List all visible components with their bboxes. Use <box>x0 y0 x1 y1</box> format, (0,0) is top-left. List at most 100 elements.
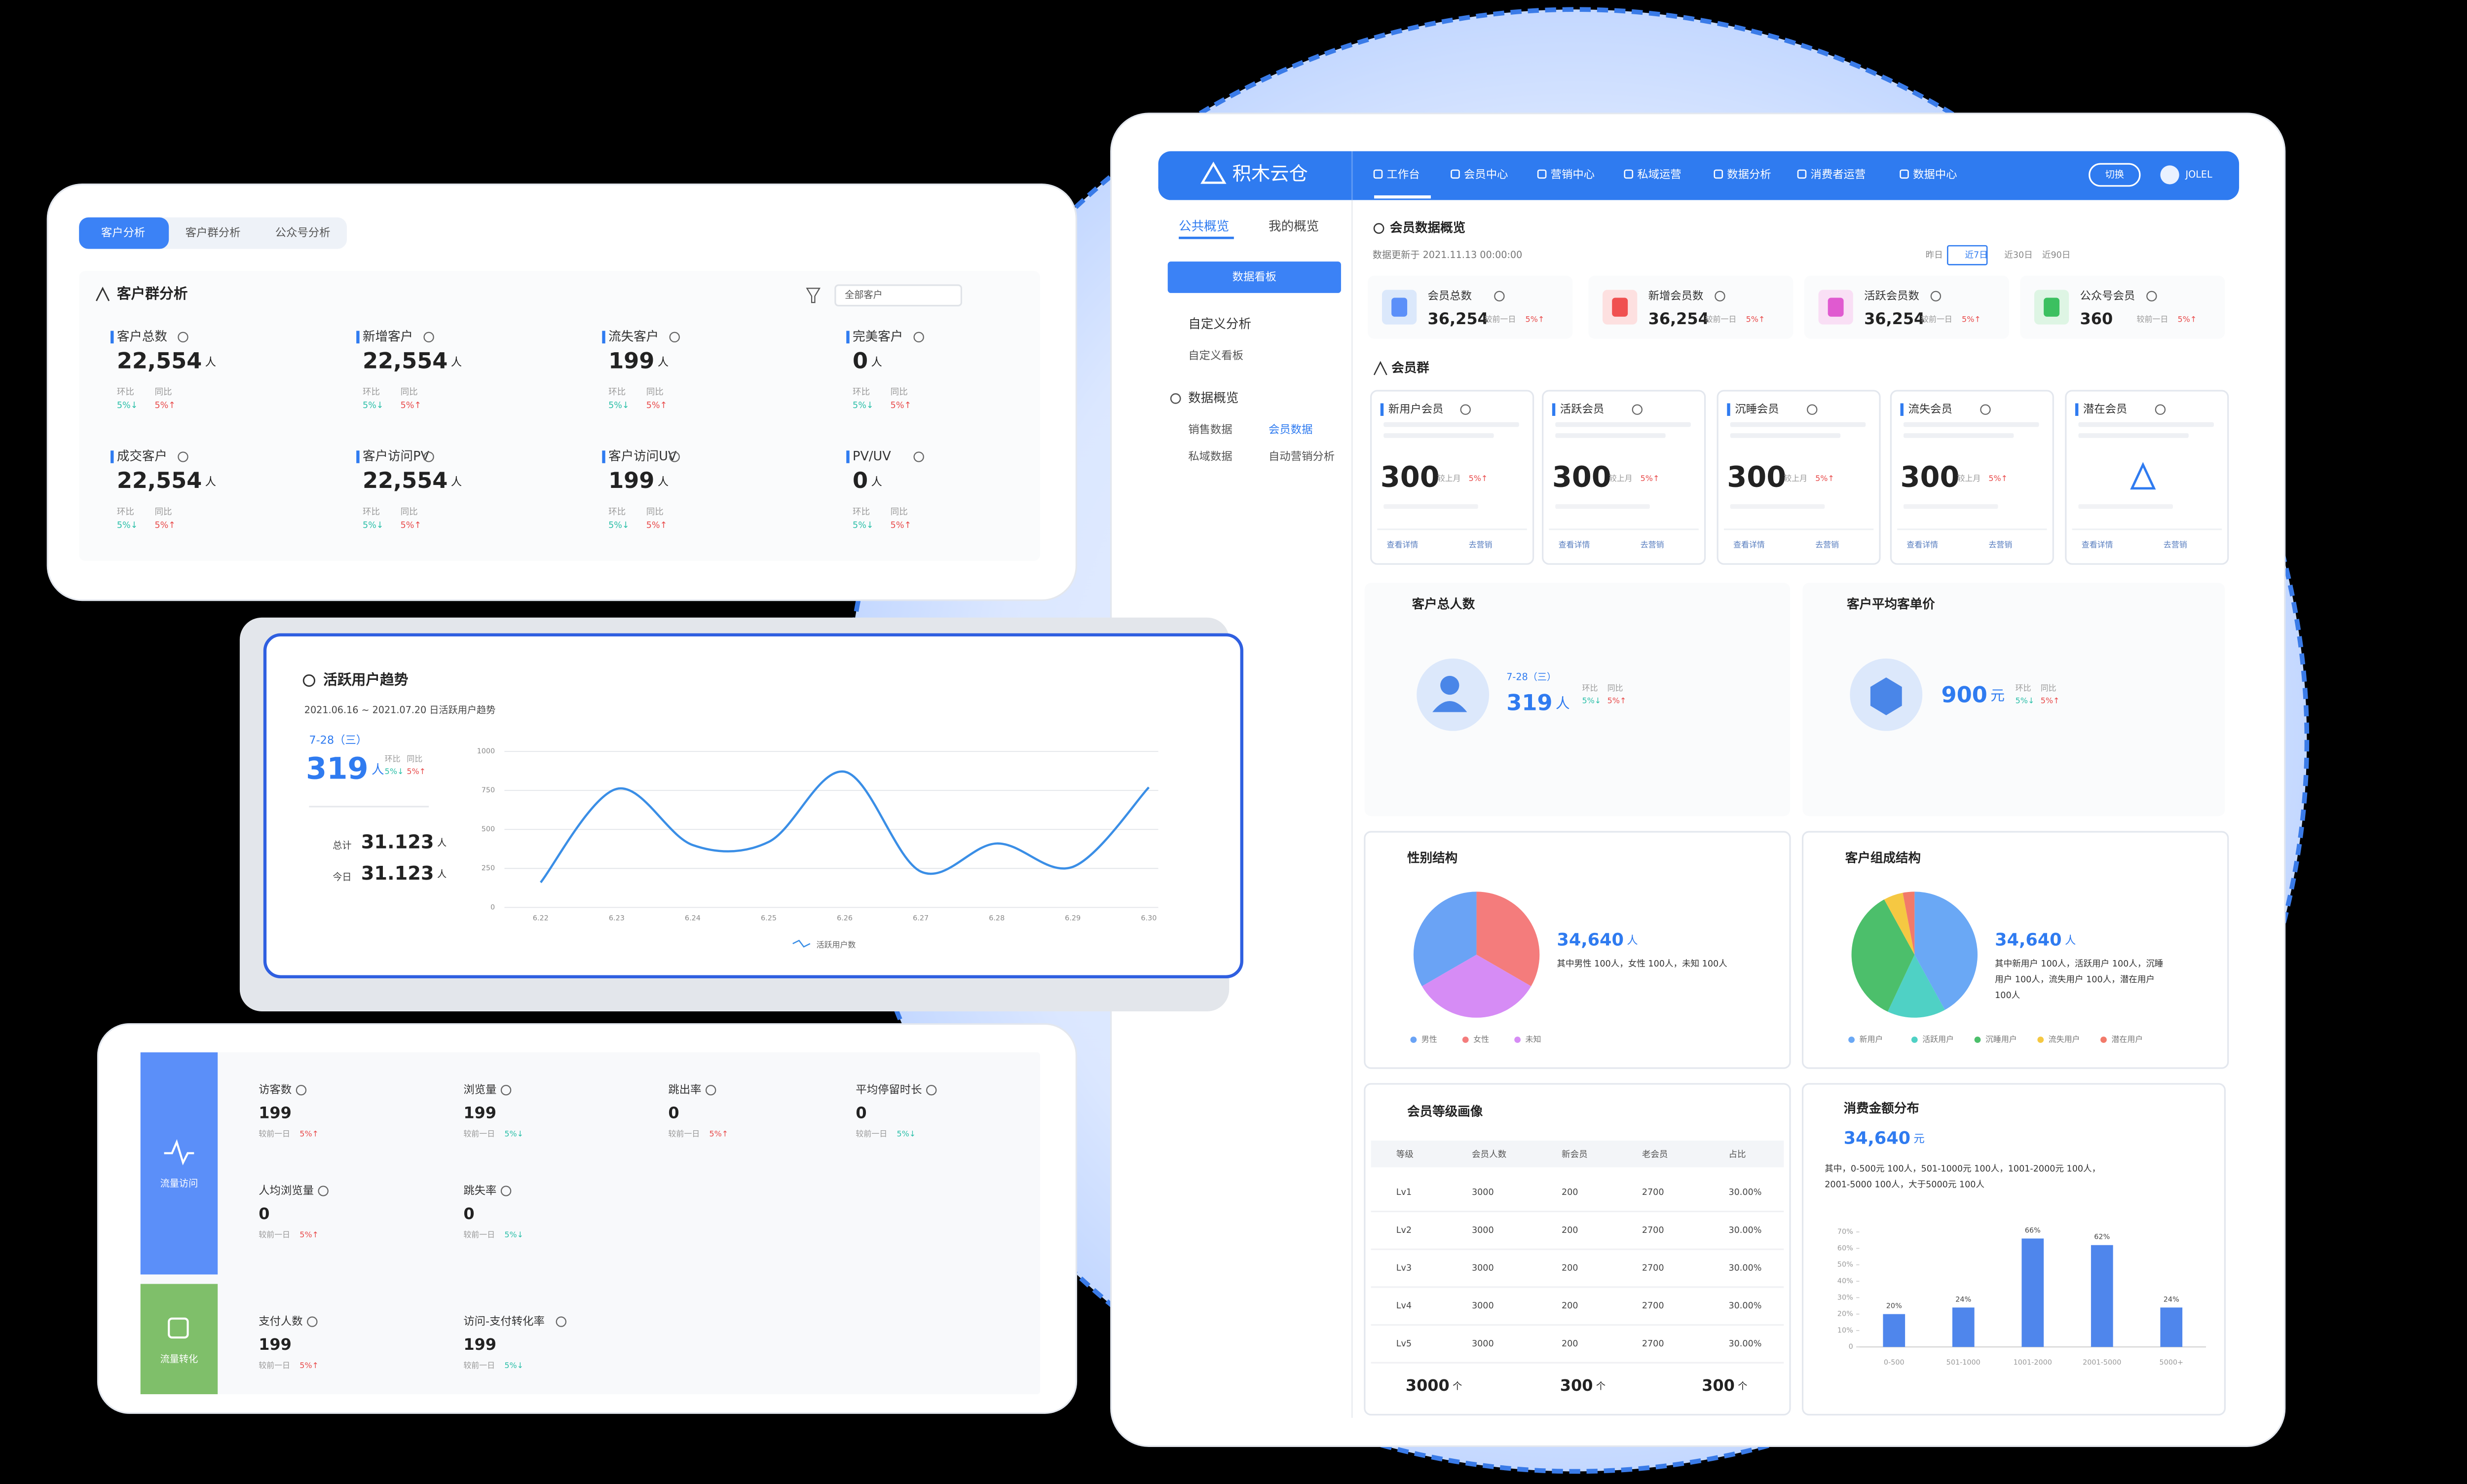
compare-label: 同比 <box>1607 683 1623 693</box>
help-icon <box>556 1316 567 1327</box>
card-link[interactable]: 查看详情 <box>1733 540 1765 549</box>
placeholder-line <box>2078 504 2173 509</box>
tab[interactable]: 客户分析 <box>101 226 145 239</box>
value: 34,640 <box>1557 929 1623 950</box>
table-footer: 300 个 <box>1702 1376 1747 1395</box>
card-link[interactable]: 去营销 <box>1815 540 1839 549</box>
side-section: 数据概览 <box>1188 391 1238 406</box>
compare-label: 同比 <box>891 387 908 397</box>
help-icon <box>178 332 188 343</box>
value: 31.123 <box>361 831 434 853</box>
tab[interactable]: 公众号分析 <box>275 226 331 239</box>
table-cell: 200 <box>1562 1339 1578 1349</box>
change: 5%↓ <box>504 1230 523 1239</box>
card-link[interactable]: 去营销 <box>2164 540 2187 549</box>
side-tab[interactable]: 公共概览 <box>1179 219 1229 234</box>
x-tick-label: 6.26 <box>837 915 853 923</box>
side-tab[interactable]: 我的概览 <box>1269 219 1319 234</box>
metric-value: 22,554 人 <box>117 348 216 373</box>
kpi-icon <box>1432 701 1467 712</box>
kpi-value: 319 人 <box>306 751 384 786</box>
table-cell: 200 <box>1562 1263 1578 1273</box>
nav-item[interactable]: 会员中心 <box>1464 168 1508 181</box>
group-block <box>140 1284 218 1394</box>
card-link[interactable]: 去营销 <box>1641 540 1664 549</box>
tab[interactable]: 客户群分析 <box>186 226 241 239</box>
group-value: 300 <box>1727 460 1786 493</box>
side-button-label[interactable]: 数据看板 <box>1233 271 1276 284</box>
card-link[interactable]: 去营销 <box>1988 540 2012 549</box>
spend-total: 34,640 元 <box>1844 1128 1925 1149</box>
placeholder-line <box>1555 504 1650 509</box>
tab-active[interactable] <box>79 217 169 249</box>
nav-item[interactable]: 工作台 <box>1387 168 1420 181</box>
change-down: 5%↓ <box>385 767 404 776</box>
nav-item[interactable]: 私域运营 <box>1637 168 1681 181</box>
metric-label: 完美客户 <box>853 329 903 344</box>
switch-label[interactable]: 切换 <box>2105 169 2124 180</box>
side-item[interactable]: 会员数据 <box>1269 423 1312 436</box>
kpi-date: 7-28（三） <box>309 734 367 746</box>
panel <box>1801 1083 2226 1416</box>
table-header-cell: 等级 <box>1396 1150 1414 1160</box>
card-link[interactable]: 查看详情 <box>2082 540 2113 549</box>
table-cell: 200 <box>1562 1301 1578 1311</box>
nav-item[interactable]: 数据分析 <box>1727 168 1771 181</box>
metric-label: 人均浏览量 <box>259 1185 314 1197</box>
value: 34,640 <box>1844 1128 1910 1149</box>
period-option[interactable]: 近30日 <box>2004 250 2032 260</box>
side-item[interactable]: 自定义看板 <box>1188 349 1243 362</box>
switch-button[interactable] <box>2089 163 2141 187</box>
period-option[interactable]: 近90日 <box>2042 250 2070 260</box>
filter-select[interactable] <box>834 284 962 307</box>
bar <box>2160 1307 2183 1347</box>
compare-label: 较前一日 <box>259 1230 290 1239</box>
compare-label: 较前一日 <box>1485 315 1516 324</box>
nav-icon <box>1624 169 1633 179</box>
card-link[interactable]: 查看详情 <box>1559 540 1590 549</box>
side-button[interactable] <box>1167 261 1341 293</box>
value: 0 <box>853 348 868 373</box>
table-header-cell: 新会员 <box>1562 1150 1588 1160</box>
pie-slice <box>1903 891 1915 955</box>
placeholder-line <box>1383 504 1478 509</box>
compare-label: 较前一日 <box>1705 315 1737 324</box>
nav-icon <box>1714 169 1723 179</box>
side-item[interactable]: 自动营销分析 <box>1269 450 1335 463</box>
pie-note: 用户 100人，流失用户 100人，潜在用户 <box>1995 975 2155 985</box>
unit: 人 <box>205 356 216 369</box>
period-option[interactable]: 近7日 <box>1965 250 1987 260</box>
change-up: 5%↑ <box>1988 474 2008 483</box>
change: 5%↑ <box>709 1129 728 1139</box>
table-cell: 30.00% <box>1728 1225 1761 1235</box>
nav-item[interactable]: 营销中心 <box>1551 168 1595 181</box>
metric-label: 客户访问PV <box>363 449 430 464</box>
side-item[interactable]: 私域数据 <box>1188 450 1232 463</box>
value: 22,554 <box>117 348 202 373</box>
change: 5%↑ <box>299 1129 319 1139</box>
table-cell: Lv3 <box>1396 1263 1412 1273</box>
period-option[interactable]: 昨日 <box>1926 250 1943 260</box>
metric-label: 客户总数 <box>117 329 167 344</box>
change-down: 5%↓ <box>2016 696 2035 705</box>
card-link[interactable]: 查看详情 <box>1387 540 1419 549</box>
filter-icon <box>806 288 821 303</box>
section-title: 会员数据概览 <box>1390 221 1465 235</box>
side-item[interactable]: 销售数据 <box>1188 423 1232 436</box>
nav-item[interactable]: 数据中心 <box>1913 168 1957 181</box>
change-up: 5%↑ <box>407 767 426 776</box>
help-icon <box>1460 404 1471 415</box>
table-header-cell: 占比 <box>1728 1150 1746 1160</box>
compare-label: 同比 <box>401 507 418 517</box>
filter-value[interactable]: 全部客户 <box>845 289 883 300</box>
card-link[interactable]: 去营销 <box>1469 540 1493 549</box>
table-cell: Lv2 <box>1396 1225 1412 1235</box>
legend-label: 沉睡用户 <box>1985 1035 2017 1044</box>
nav-item[interactable]: 消费者运营 <box>1811 168 1866 181</box>
compare-label: 同比 <box>154 507 172 517</box>
card-link[interactable]: 查看详情 <box>1906 540 1938 549</box>
